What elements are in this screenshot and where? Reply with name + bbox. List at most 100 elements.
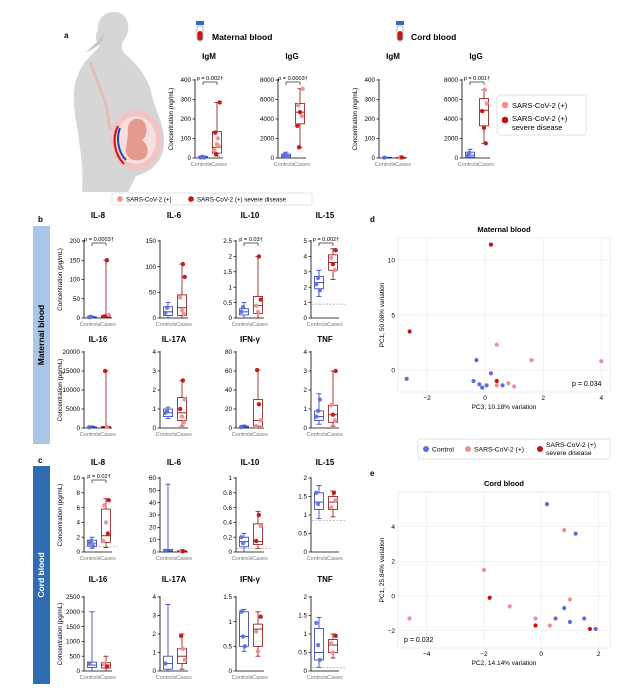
y-tick-label: 1 [303,300,307,307]
y-tick-label: 8 [76,490,80,497]
y-axis-label: PC1, 25.84% variation [379,537,386,602]
y-tick-label: 5 [391,312,395,319]
data-point [256,512,262,518]
pca-point [487,595,492,600]
y-tick-label: 0 [152,315,156,322]
data-point [333,368,338,374]
y-tick-label: 0 [270,155,274,162]
sig-label: p = 0.002† [313,237,340,243]
data-point [333,248,338,253]
category-label: Controls [307,432,328,438]
box-chart-8: IL-16 0 5000 10000 15000 20000 Concentration (… [57,335,116,438]
box-chart-13: IL-6 0 10 20 30 40 50 60 Controls Cases [149,458,192,562]
chart-title: IL-16 [89,575,108,584]
legend-cytokine: SARS-CoV-2 (+) SARS-CoV-2 (+) severe dis… [111,192,313,206]
data-point [300,86,305,91]
chart-title: IgG [469,52,482,61]
data-point [182,274,187,280]
data-point [329,505,334,510]
legend-pca-severe-label: SARS-CoV-2 (+) severe disease [546,442,596,457]
y-tick-label: 10 [73,475,81,482]
y-tick-label: 150 [145,238,156,245]
category-label: Controls [375,162,396,168]
y-tick-label: 4 [152,594,156,601]
data-point [163,661,168,666]
data-point [239,309,244,315]
data-point [255,309,261,315]
chart-title: IL-8 [91,458,106,467]
pca-title: Cord blood [484,479,524,488]
pca-point [593,626,598,632]
category-label: Cases [176,556,192,562]
y-tick-label: 0.6 [223,505,232,512]
y-tick-label: 6000 [260,97,275,104]
y-tick-label: 20 [225,406,233,413]
data-point [258,297,263,302]
pca-point [533,623,538,628]
y-tick-label: 2 [152,387,156,394]
data-point [178,633,184,639]
y-tick-label: 4 [391,524,395,531]
pca-point [471,378,476,384]
legend-pca-severe-dot [537,446,543,452]
y-tick-label: 0 [303,425,307,432]
y-tick-label: 0 [76,668,80,675]
y-tick-label: 0 [454,155,458,162]
data-point [480,109,485,114]
pca-point [494,342,499,347]
panel-letter-d: d [370,215,375,224]
data-point [315,642,321,648]
data-point [256,402,262,407]
y-tick-label: 2 [391,559,395,566]
data-point [239,609,244,614]
data-point [314,490,319,495]
x-tick-label: 4 [599,395,603,402]
pca-point [488,371,494,376]
data-point [179,414,185,419]
data-point [216,144,221,149]
y-axis-label: Concentration (pg/mL) [57,484,64,547]
data-point [484,101,489,106]
data-point [314,281,319,287]
legend-a-case-dot [501,101,509,109]
x-tick-label: −2 [423,395,431,402]
pca-point [567,597,572,602]
pca-point [582,616,587,621]
pca-point [494,378,499,384]
category-label: Controls [80,432,101,438]
data-point [179,308,185,313]
y-tick-label: 0 [76,549,80,556]
category-label: Controls [232,556,253,562]
category-label: Cases [211,162,227,168]
y-tick-label: 2 [303,475,307,482]
category-label: Cases [176,322,192,328]
x-tick-label: 0 [483,395,487,402]
y-tick-label: 3 [152,613,156,620]
plot-area [397,491,611,649]
y-tick-label: 4 [303,349,307,356]
sig-label: p = 0.001† [464,76,491,82]
chart-title: IFN-γ [240,335,261,344]
category-label: Controls [80,556,101,562]
box-chart-3: IgG 0 2000 4000 6000 8000 Controls Cases p = 0.0… [444,52,494,168]
pca-point [481,567,487,573]
data-point [213,151,219,157]
y-tick-label: 0.5 [298,650,307,657]
y-tick-label: 2000 [444,136,459,143]
data-point [466,150,472,156]
data-point [284,154,290,159]
pca-point [562,528,567,533]
pca-point [407,616,412,621]
data-point [333,498,338,503]
y-tick-label: 0.4 [223,520,232,527]
y-tick-label: 0 [152,425,156,432]
y-tick-label: 40 [225,387,233,394]
y-tick-label: 2 [228,254,232,261]
box-chart-12: IL-8 0 2 4 6 8 10 Concentration (pg/mL) Controls… [57,458,118,562]
y-tick-label: 0 [76,425,80,432]
y-tick-label: 400 [180,77,191,84]
data-point [180,378,186,383]
data-point [242,644,248,649]
woman-silhouette [73,11,165,193]
